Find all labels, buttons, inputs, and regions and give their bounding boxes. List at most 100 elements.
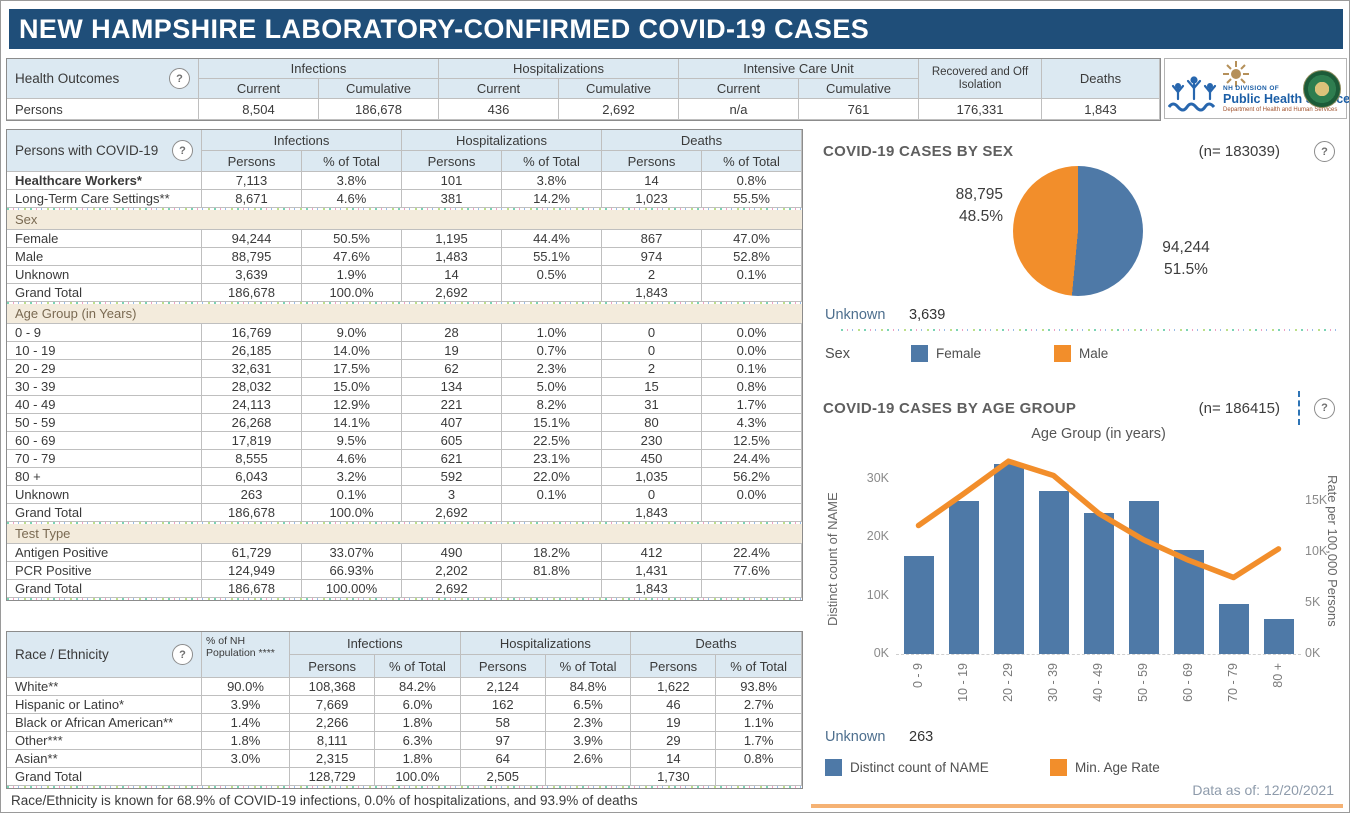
cell[interactable]: 0.1% [702, 360, 802, 378]
cell[interactable]: 2 [602, 266, 702, 284]
cell[interactable]: 28,032 [202, 378, 302, 396]
cell[interactable] [716, 768, 802, 786]
legend-swatch-male[interactable] [1054, 345, 1071, 362]
help-icon[interactable]: ? [172, 644, 193, 665]
cell[interactable]: 407 [402, 414, 502, 432]
cell[interactable]: 2,692 [402, 504, 502, 522]
cell[interactable]: 50.5% [302, 230, 402, 248]
cell[interactable] [702, 284, 802, 302]
cell[interactable]: 436 [439, 99, 559, 120]
cell[interactable]: 8,504 [199, 99, 319, 120]
cell[interactable]: 1,035 [602, 468, 702, 486]
age-bar[interactable] [1128, 500, 1159, 654]
cell[interactable]: 605 [402, 432, 502, 450]
cell[interactable]: 64 [460, 750, 546, 768]
cell[interactable]: 6.0% [375, 696, 461, 714]
cell[interactable]: 7,669 [290, 696, 376, 714]
cell[interactable] [502, 284, 602, 302]
cell[interactable]: 6,043 [202, 468, 302, 486]
cell[interactable]: 23.1% [502, 450, 602, 468]
cell[interactable]: 77.6% [702, 562, 802, 580]
cell[interactable]: 2,692 [559, 99, 679, 120]
cell[interactable]: 2.3% [502, 360, 602, 378]
cell[interactable]: 100.0% [375, 768, 461, 786]
cell[interactable]: 8,111 [290, 732, 376, 750]
cell[interactable]: 26,185 [202, 342, 302, 360]
cell[interactable]: 2,202 [402, 562, 502, 580]
cell[interactable]: 2,315 [290, 750, 376, 768]
cell[interactable]: 381 [402, 190, 502, 208]
cell[interactable]: 3 [402, 486, 502, 504]
cell[interactable]: 22.0% [502, 468, 602, 486]
cell[interactable]: 2,266 [290, 714, 376, 732]
cell[interactable]: 176,331 [919, 99, 1042, 120]
cell[interactable]: 592 [402, 468, 502, 486]
cell[interactable]: 15 [602, 378, 702, 396]
cell[interactable]: 3,639 [202, 266, 302, 284]
cell[interactable]: 2,692 [402, 284, 502, 302]
cell[interactable] [545, 768, 632, 786]
cell[interactable]: 18.2% [502, 544, 602, 562]
help-icon[interactable]: ? [172, 140, 193, 161]
cell[interactable]: 2.6% [545, 750, 632, 768]
cell[interactable]: 9.5% [302, 432, 402, 450]
cell[interactable]: 186,678 [319, 99, 439, 120]
cell[interactable]: 0.0% [702, 324, 802, 342]
cell[interactable]: 24,113 [202, 396, 302, 414]
cell[interactable]: 15.1% [502, 414, 602, 432]
cell[interactable]: 450 [602, 450, 702, 468]
cell[interactable] [202, 768, 290, 786]
cell[interactable]: 3.9% [545, 732, 632, 750]
cell[interactable]: 1,843 [602, 504, 702, 522]
cell[interactable]: 90.0% [202, 678, 290, 696]
cell[interactable]: n/a [679, 99, 799, 120]
cell[interactable]: 1,843 [1042, 99, 1160, 120]
age-bar[interactable] [1173, 550, 1204, 654]
cell[interactable]: 6.5% [545, 696, 632, 714]
cell[interactable]: 0.8% [716, 750, 802, 768]
cell[interactable]: 1.4% [202, 714, 290, 732]
cell[interactable]: 33.07% [302, 544, 402, 562]
cell[interactable]: 14 [631, 750, 717, 768]
cell[interactable]: 97 [460, 732, 546, 750]
cell[interactable]: 974 [602, 248, 702, 266]
age-bar[interactable] [993, 463, 1024, 654]
legend-swatch-line[interactable] [1050, 759, 1067, 776]
age-bar[interactable] [1263, 618, 1294, 654]
cell[interactable]: 5.0% [502, 378, 602, 396]
cell[interactable]: 186,678 [202, 284, 302, 302]
cell[interactable]: 22.5% [502, 432, 602, 450]
cell[interactable]: 8,555 [202, 450, 302, 468]
cell[interactable]: 101 [402, 172, 502, 190]
cell[interactable]: 61,729 [202, 544, 302, 562]
cell[interactable]: 2,505 [460, 768, 546, 786]
cell[interactable]: 81.8% [502, 562, 602, 580]
cell[interactable] [502, 580, 602, 598]
cell[interactable]: 2.3% [545, 714, 632, 732]
age-bar[interactable] [903, 556, 934, 654]
cell[interactable]: 0.8% [702, 378, 802, 396]
cell[interactable]: 134 [402, 378, 502, 396]
cell[interactable]: 1.8% [202, 732, 290, 750]
cell[interactable]: 80 [602, 414, 702, 432]
cell[interactable]: 124,949 [202, 562, 302, 580]
age-bar[interactable] [1218, 604, 1249, 654]
cell[interactable]: 1,622 [631, 678, 717, 696]
cell[interactable]: 0.7% [502, 342, 602, 360]
cell[interactable]: 84.8% [545, 678, 632, 696]
cell[interactable]: 0.0% [702, 342, 802, 360]
cell[interactable]: 412 [602, 544, 702, 562]
cell[interactable]: 1.1% [716, 714, 802, 732]
cell[interactable]: 9.0% [302, 324, 402, 342]
cell[interactable]: 62 [402, 360, 502, 378]
cell[interactable]: 128,729 [290, 768, 376, 786]
cell[interactable]: 1,195 [402, 230, 502, 248]
cell[interactable]: 2,124 [460, 678, 546, 696]
cell[interactable] [502, 504, 602, 522]
cell[interactable]: 186,678 [202, 504, 302, 522]
cell[interactable]: 3.0% [202, 750, 290, 768]
cell[interactable]: 3.8% [302, 172, 402, 190]
cell[interactable]: 100.0% [302, 504, 402, 522]
cell[interactable]: 1,843 [602, 580, 702, 598]
cell[interactable]: 100.00% [302, 580, 402, 598]
